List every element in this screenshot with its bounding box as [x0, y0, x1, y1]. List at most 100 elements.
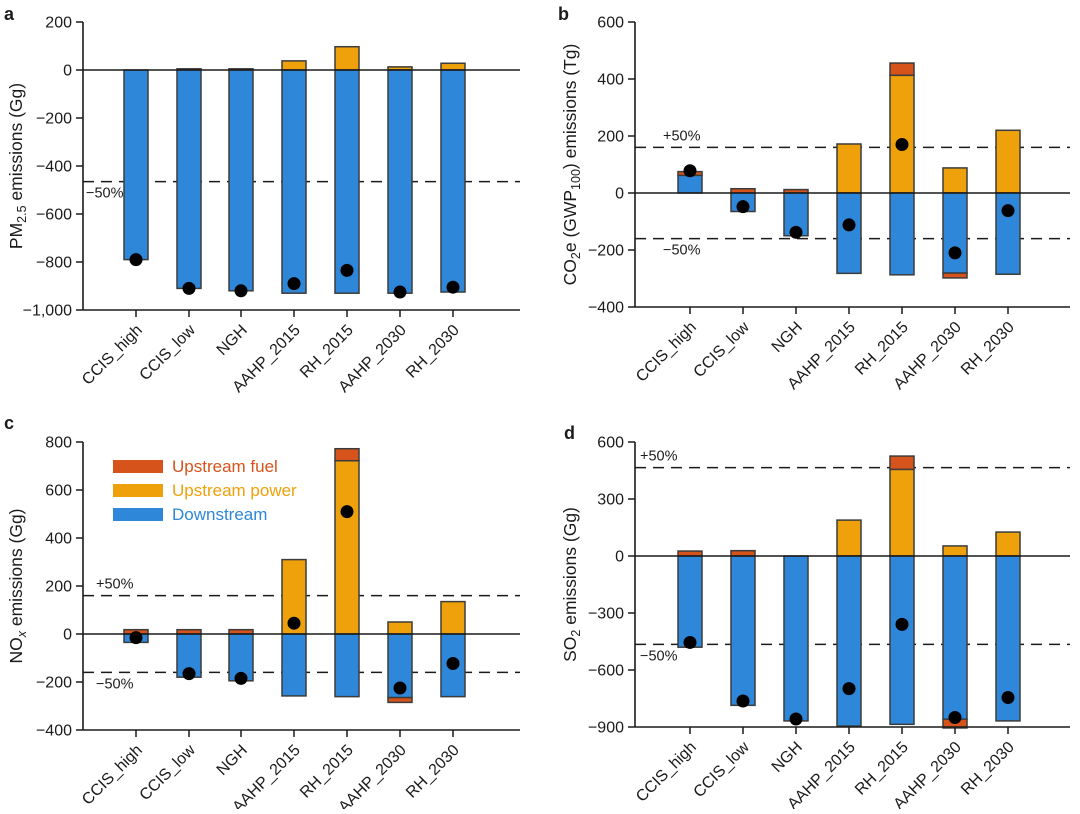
- x-category-label-CCIS_high: CCIS_high: [633, 739, 700, 806]
- bar-NGH-downstream: [228, 69, 254, 292]
- net-dot-CCIS_high: [683, 635, 697, 649]
- legend-swatch-power: [113, 484, 163, 497]
- bars: [123, 45, 466, 294]
- legend: Upstream fuel Upstream power Downstream: [113, 457, 297, 524]
- x-category-label-RH_2030: RH_2030: [958, 319, 1018, 379]
- net-dot-CCIS_low: [736, 694, 750, 708]
- y-tick-label: −400: [36, 723, 72, 740]
- y-tick-label: 400: [45, 531, 72, 548]
- net-dot-NGH: [234, 284, 248, 298]
- x-category-label-CCIS_high: CCIS_high: [79, 742, 146, 809]
- net-dots: [129, 505, 460, 695]
- y-tick-label: 300: [597, 492, 624, 509]
- ref-line-label: −50%: [640, 648, 678, 664]
- panel-letter: d: [564, 423, 575, 443]
- y-tick-label: 200: [45, 579, 72, 596]
- bar-AAHP_2030-fuel: [387, 696, 413, 704]
- bar-RH_2030-power: [440, 600, 466, 635]
- net-dot-AAHP_2030: [393, 285, 407, 299]
- panel-letter: b: [558, 4, 569, 24]
- y-tick-label: −600: [588, 663, 624, 680]
- net-dot-AAHP_2015: [287, 277, 301, 291]
- bar-CCIS_low-downstream: [730, 555, 756, 707]
- bar-AAHP_2015-downstream: [836, 555, 862, 727]
- bar-AAHP_2030-power: [387, 621, 413, 635]
- y-tick-label: −600: [36, 207, 72, 224]
- bar-AAHP_2015-downstream: [281, 633, 307, 697]
- bar-AAHP_2030-downstream: [942, 192, 968, 274]
- bar-AAHP_2015-power: [281, 60, 307, 71]
- y-tick-label: 0: [615, 186, 624, 203]
- net-dot-RH_2015: [895, 617, 909, 631]
- bar-AAHP_2030-fuel: [942, 272, 968, 279]
- bar-RH_2015-fuel: [889, 62, 915, 77]
- legend-label-downstream: Downstream: [172, 505, 267, 524]
- legend-swatch-fuel: [113, 460, 163, 473]
- panel-letter: a: [4, 4, 15, 24]
- x-category-label-NGH: NGH: [214, 322, 251, 359]
- bar-CCIS_high-downstream: [677, 555, 703, 648]
- bar-RH_2015-power: [889, 468, 915, 557]
- x-category-label-CCIS_high: CCIS_high: [79, 322, 146, 389]
- bar-RH_2015-fuel: [889, 455, 915, 471]
- x-category-label-NGH: NGH: [214, 742, 251, 779]
- net-dot-AAHP_2015: [287, 616, 301, 630]
- net-dot-RH_2015: [895, 138, 909, 152]
- bar-RH_2015-downstream: [334, 633, 360, 698]
- net-dot-NGH: [789, 225, 803, 239]
- y-axis-label: SO2 emissions (Gg): [560, 507, 583, 662]
- bar-AAHP_2015-power: [281, 558, 307, 635]
- bar-AAHP_2030-downstream: [942, 555, 968, 720]
- bar-RH_2030-power: [995, 531, 1021, 557]
- y-tick-label: 600: [597, 435, 624, 452]
- net-dot-CCIS_low: [182, 281, 196, 295]
- net-dot-RH_2030: [1001, 691, 1015, 705]
- y-axis-label: PM2.5 emissions (Gg): [6, 83, 29, 249]
- y-tick-label: 0: [615, 549, 624, 566]
- ref-line-label: +50%: [663, 128, 701, 144]
- x-category-label-CCIS_low: CCIS_low: [137, 741, 200, 804]
- bar-RH_2030-power: [440, 62, 466, 71]
- bar-RH_2015-power: [334, 45, 360, 71]
- panel-letter: c: [4, 413, 14, 433]
- x-category-label-NGH: NGH: [769, 739, 806, 776]
- bar-RH_2030-downstream: [440, 69, 466, 293]
- bar-NGH-downstream: [783, 555, 809, 722]
- ref-line-label: −50%: [96, 676, 134, 692]
- bar-RH_2015-downstream: [889, 555, 915, 726]
- net-dot-RH_2015: [340, 263, 354, 277]
- y-tick-label: −300: [588, 606, 624, 623]
- panel-a: 200 0 −200 −400 −600 −800 −1,000 CCIS_high CCIS_…: [0, 0, 540, 405]
- bar-AAHP_2015-downstream: [281, 69, 307, 294]
- bar-AAHP_2030-downstream: [387, 69, 413, 294]
- legend-label-fuel: Upstream fuel: [172, 457, 278, 476]
- y-tick-label: 600: [597, 15, 624, 32]
- panel-c: 800 600 400 200 0 −200 −400 CCIS_high CCIS_low NG…: [0, 405, 540, 814]
- y-axis-label: NOx emissions (Gg): [6, 508, 29, 663]
- y-tick-label: 200: [597, 129, 624, 146]
- x-category-label-RH_2030: RH_2030: [958, 739, 1018, 799]
- y-tick-label: −400: [588, 300, 624, 317]
- legend-label-power: Upstream power: [172, 481, 297, 500]
- panel-b: 600 400 200 0 −200 −400 CCIS_high CCIS_low NGH AA…: [540, 0, 1080, 405]
- bar-AAHP_2015-power: [836, 519, 862, 557]
- net-dots: [683, 617, 1015, 726]
- bar-AAHP_2030-power: [942, 545, 968, 557]
- y-tick-label: −200: [36, 111, 72, 128]
- ref-line-label: −50%: [663, 243, 701, 259]
- bar-RH_2015-power: [889, 74, 915, 194]
- ref-line-label: +50%: [96, 577, 134, 593]
- net-dots: [683, 138, 1015, 260]
- ref-line-label: −50%: [86, 186, 124, 202]
- x-category-label-RH_2030: RH_2030: [403, 322, 463, 382]
- bar-AAHP_2015-downstream: [836, 192, 862, 275]
- net-dot-AAHP_2030: [948, 246, 962, 260]
- bars: [677, 62, 1021, 279]
- y-tick-label: −400: [36, 159, 72, 176]
- y-tick-label: −1,000: [23, 303, 72, 320]
- x-category-label-CCIS_low: CCIS_low: [137, 321, 200, 384]
- panel-d: 600 300 0 −300 −600 −900 CCIS_high CCIS_low NGH A…: [540, 405, 1080, 813]
